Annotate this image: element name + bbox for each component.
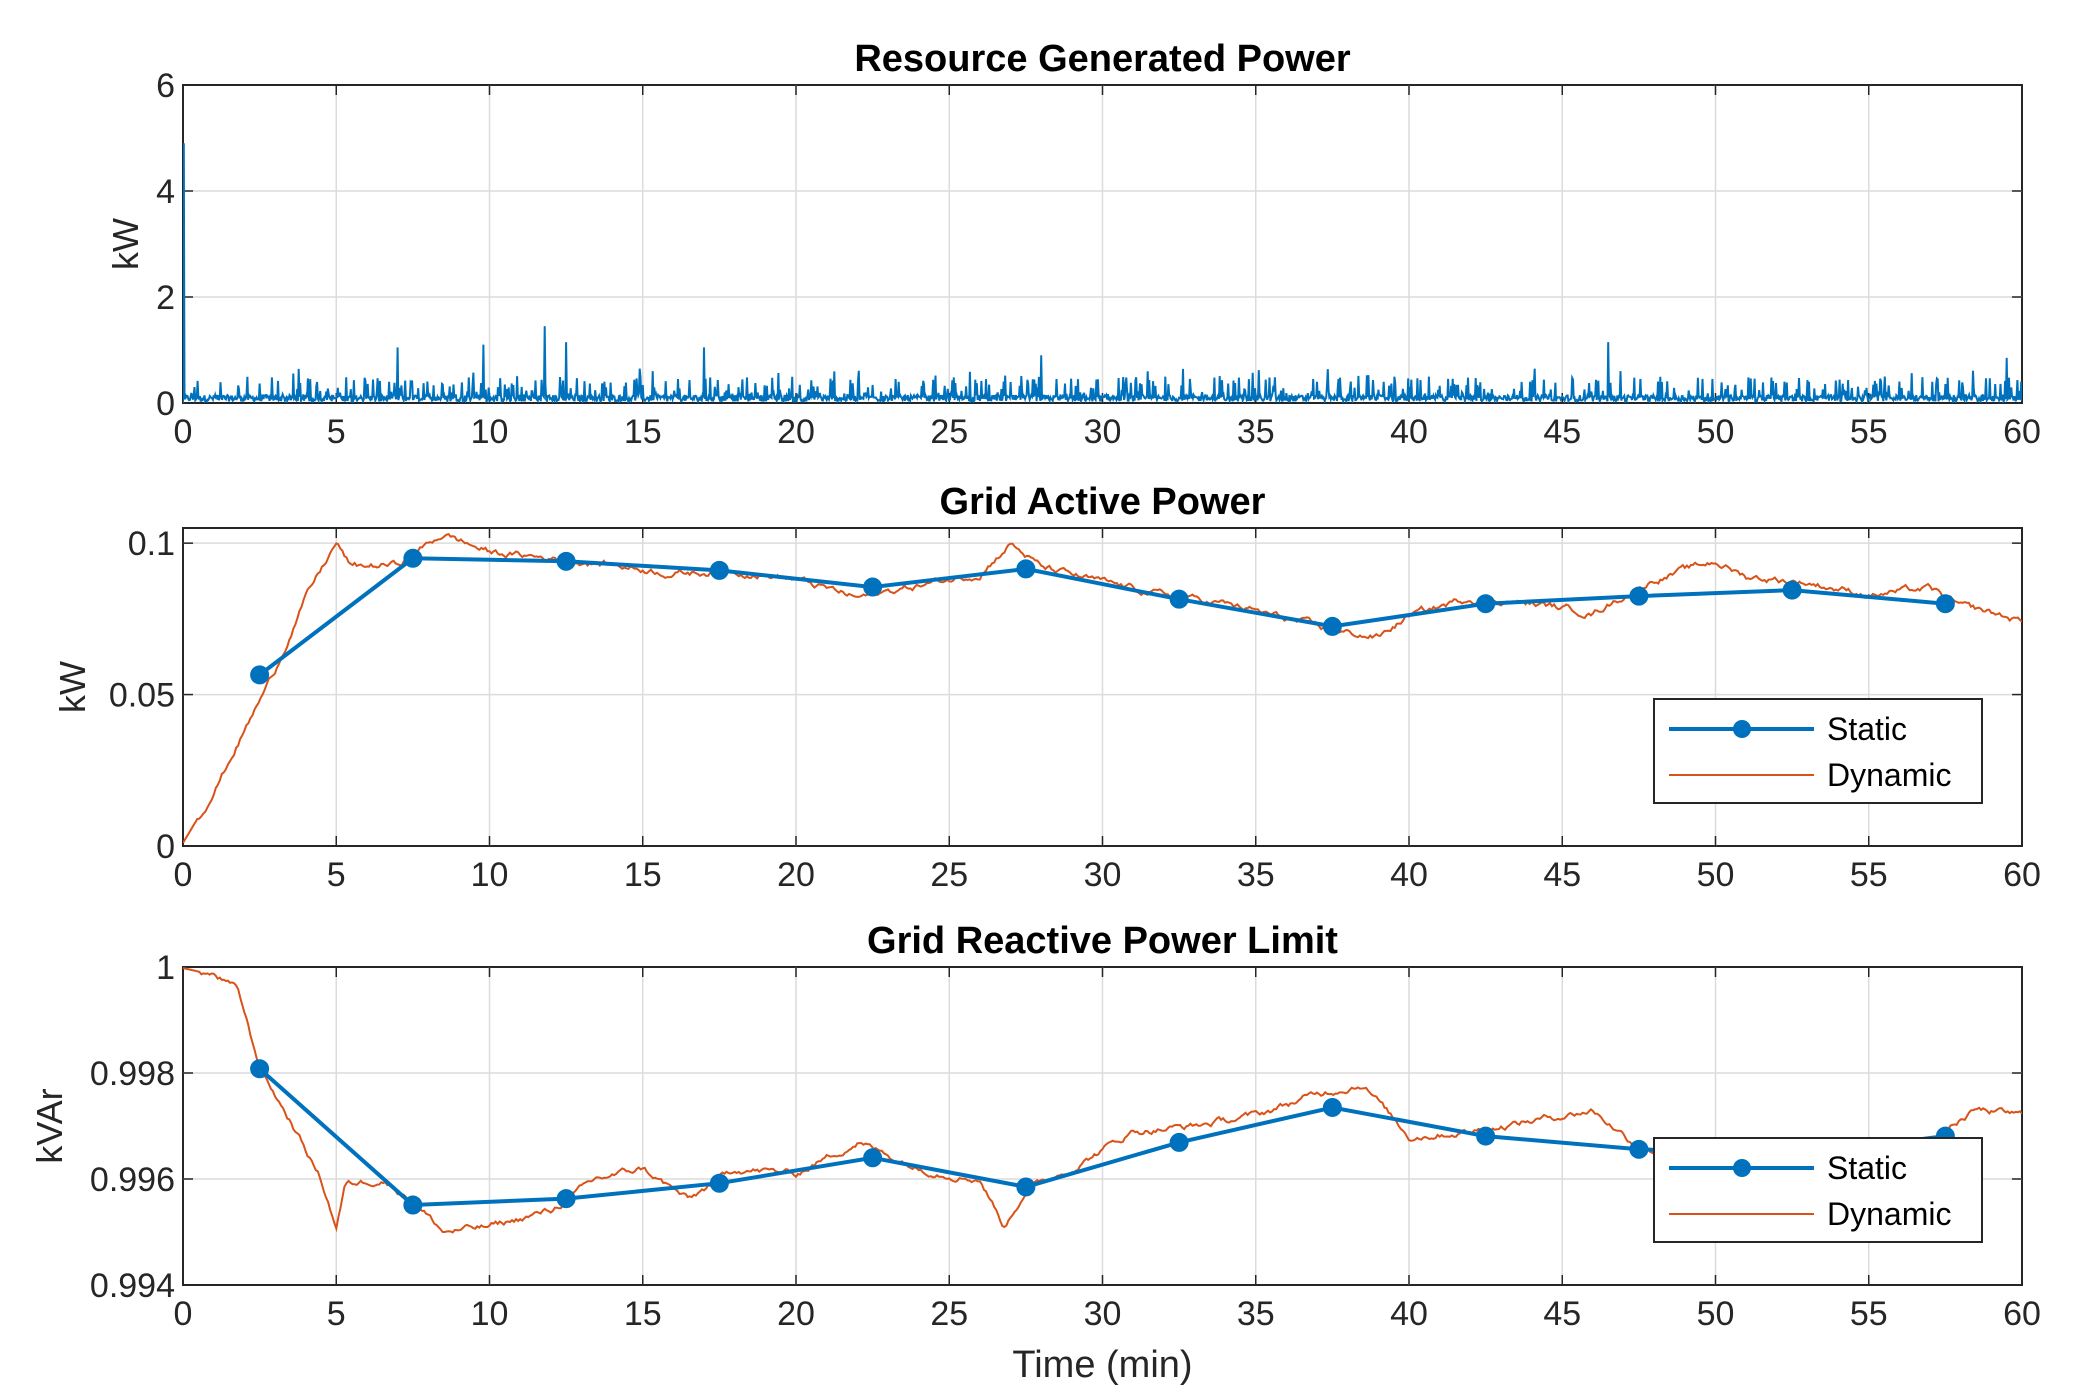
x-tick-label: 40 <box>1390 413 1428 451</box>
x-tick-label: 30 <box>1084 856 1122 894</box>
y-tick-label: 0.994 <box>90 1267 175 1305</box>
chart-title: Grid Active Power <box>940 481 1266 523</box>
x-tick-label: 20 <box>777 413 815 451</box>
x-tick-label: 60 <box>2003 1295 2041 1333</box>
x-tick-label: 50 <box>1697 856 1735 894</box>
static-point <box>709 1173 729 1193</box>
series-line-dynamic <box>183 532 2022 844</box>
x-tick-label: 15 <box>624 856 662 894</box>
static-point <box>1476 594 1496 614</box>
static-point <box>403 548 423 568</box>
x-tick-label: 35 <box>1237 856 1275 894</box>
static-point <box>1782 580 1802 600</box>
static-point <box>1016 559 1036 579</box>
x-tick-label: 0 <box>174 1295 193 1333</box>
x-tick-label: 10 <box>471 413 509 451</box>
static-point <box>1322 616 1342 636</box>
legend: Static Dynamic <box>1653 698 1983 804</box>
x-tick-label: 0 <box>174 856 193 894</box>
x-tick-label: 60 <box>2003 413 2041 451</box>
x-tick-label: 55 <box>1850 413 1888 451</box>
static-point <box>1169 589 1189 609</box>
y-tick-label: 1 <box>156 949 175 987</box>
y-axis-label: kVAr <box>29 1088 70 1163</box>
x-tick-label: 25 <box>930 1295 968 1333</box>
y-tick-label: 2 <box>156 279 175 317</box>
x-tick-label: 30 <box>1084 413 1122 451</box>
static-point <box>1935 594 1955 614</box>
static-point <box>556 1189 576 1209</box>
static-point <box>1169 1132 1189 1152</box>
chart-1: 0 5 10 15 20 25 30 35 40 45 50 55 60 0 2 4 6 Resource Gen… <box>105 38 2041 451</box>
static-point <box>1629 586 1649 606</box>
x-tick-label: 55 <box>1850 1295 1888 1333</box>
x-tick-label: 10 <box>471 1295 509 1333</box>
static-point <box>863 577 883 597</box>
x-tick-label: 5 <box>327 1295 346 1333</box>
x-tick-label: 45 <box>1543 1295 1581 1333</box>
static-point <box>1476 1126 1496 1146</box>
x-tick-label: 45 <box>1543 413 1581 451</box>
static-point <box>863 1148 883 1168</box>
legend-label-dynamic: Dynamic <box>1827 757 1951 793</box>
x-tick-label: 35 <box>1237 413 1275 451</box>
legend-label-dynamic: Dynamic <box>1827 1196 1951 1232</box>
x-tick-label: 10 <box>471 856 509 894</box>
x-tick-label: 50 <box>1697 413 1735 451</box>
legend-box <box>1653 1137 1983 1243</box>
x-tick-label: 50 <box>1697 1295 1735 1333</box>
x-tick-label: 25 <box>930 856 968 894</box>
static-point <box>403 1195 423 1215</box>
static-point <box>250 665 270 685</box>
legend-marker <box>1733 720 1751 738</box>
static-point <box>250 1059 270 1079</box>
static-point <box>1629 1139 1649 1159</box>
legend-label-static: Static <box>1827 1150 1907 1186</box>
x-tick-label: 5 <box>327 413 346 451</box>
y-tick-label: 0.998 <box>90 1055 175 1093</box>
y-tick-label: 0 <box>156 828 175 866</box>
y-tick-label: 0.1 <box>128 525 175 563</box>
legend-marker <box>1733 1159 1751 1177</box>
x-tick-label: 0 <box>174 413 193 451</box>
chart-title: Grid Reactive Power Limit <box>867 920 1338 962</box>
static-point <box>709 560 729 580</box>
y-tick-label: 6 <box>156 67 175 105</box>
x-tick-label: 20 <box>777 856 815 894</box>
y-axis-label: kW <box>52 661 93 713</box>
legend: Static Dynamic <box>1653 1137 1983 1243</box>
x-tick-label: 15 <box>624 1295 662 1333</box>
x-tick-label: 60 <box>2003 856 2041 894</box>
x-tick-label: 15 <box>624 413 662 451</box>
x-tick-label: 40 <box>1390 856 1428 894</box>
chart-title: Resource Generated Power <box>854 38 1351 80</box>
legend-box <box>1653 698 1983 804</box>
legend-label-static: Static <box>1827 711 1907 747</box>
x-tick-label: 45 <box>1543 856 1581 894</box>
static-point <box>1016 1177 1036 1197</box>
x-tick-label: 25 <box>930 413 968 451</box>
x-tick-label: 35 <box>1237 1295 1275 1333</box>
static-point <box>556 551 576 571</box>
x-tick-label: 30 <box>1084 1295 1122 1333</box>
y-tick-label: 4 <box>156 173 175 211</box>
chart-3: 0 5 10 15 20 25 30 35 40 45 50 55 60 0.994 0.996 0.998 1… <box>29 920 2041 1386</box>
y-axis-label: kW <box>105 218 146 270</box>
series-line-static <box>258 556 1946 677</box>
static-point <box>1322 1097 1342 1117</box>
chart-2: 0 5 10 15 20 25 30 35 40 45 50 55 60 0 0.05 0.1 Grid Act… <box>52 481 2041 894</box>
y-tick-label: 0.05 <box>109 677 175 715</box>
y-tick-label: 0 <box>156 385 175 423</box>
x-tick-label: 20 <box>777 1295 815 1333</box>
x-tick-label: 5 <box>327 856 346 894</box>
y-tick-label: 0.996 <box>90 1161 175 1199</box>
x-tick-label: 55 <box>1850 856 1888 894</box>
series-line-generated-power <box>183 143 2022 403</box>
x-axis-label: Time (min) <box>1012 1344 1192 1386</box>
x-tick-label: 40 <box>1390 1295 1428 1333</box>
